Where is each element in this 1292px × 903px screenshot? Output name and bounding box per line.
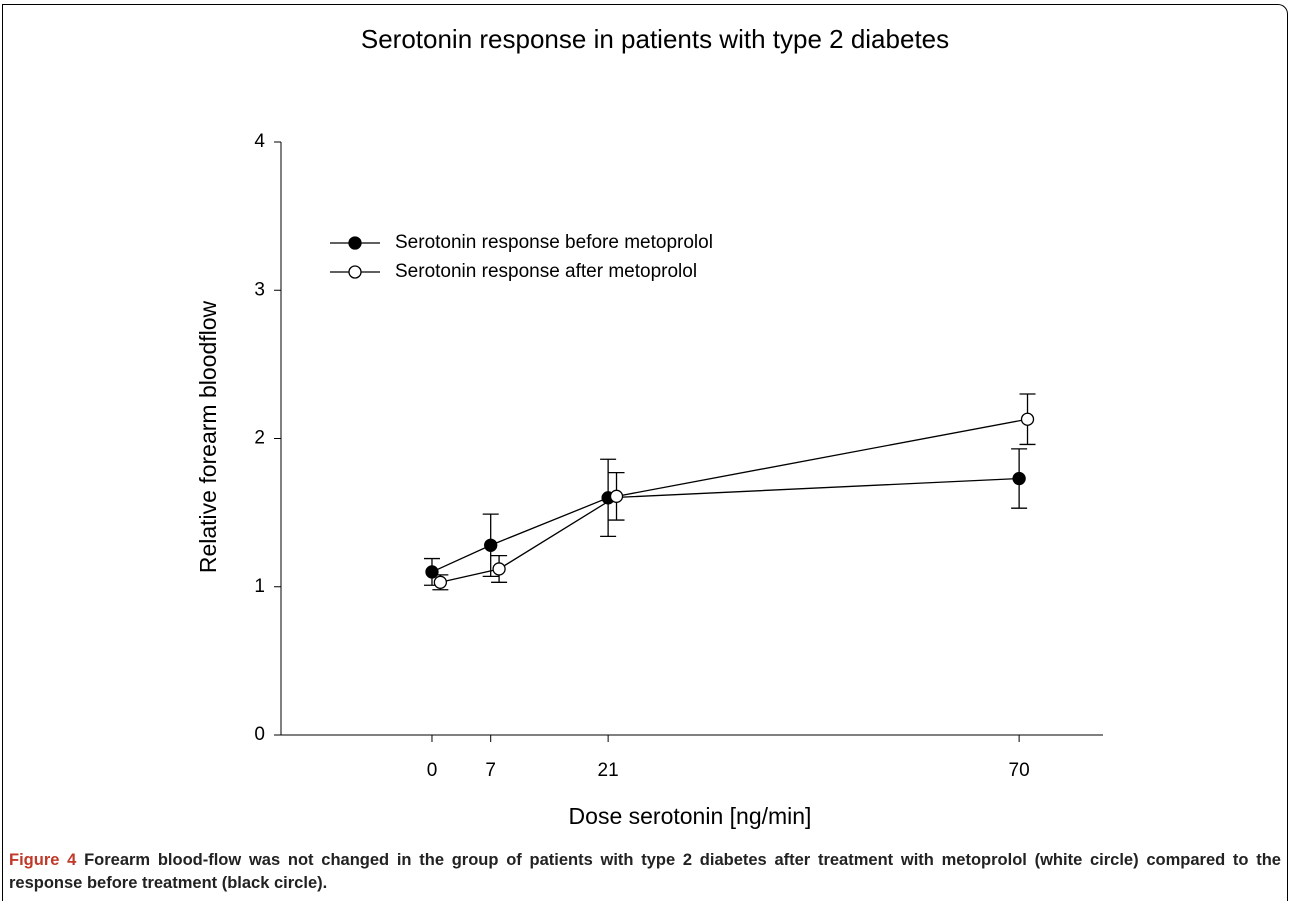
legend-label: Serotonin response after metoprolol: [395, 261, 697, 282]
x-tick-label: 21: [598, 760, 619, 781]
y-tick-label: 3: [254, 279, 265, 300]
y-axis-label: Relative forearm bloodflow: [195, 300, 221, 573]
marker: [492, 562, 506, 576]
caption-text: Forearm blood-flow was not changed in th…: [9, 851, 1281, 892]
legend-marker: [348, 265, 362, 279]
marker: [609, 489, 624, 503]
marker: [1012, 471, 1026, 486]
figure-frame: [2, 4, 1288, 901]
y-tick-label: 1: [254, 576, 265, 597]
x-axis-label: Dose serotonin [ng/min]: [569, 803, 812, 829]
marker: [425, 565, 439, 579]
caption: Figure 4 Forearm blood-flow was not chan…: [9, 849, 1281, 895]
chart-title: Serotonin response in patients with type…: [361, 24, 949, 54]
x-tick-label: 70: [1009, 760, 1030, 781]
caption-label: Figure 4: [9, 851, 77, 869]
y-tick-label: 0: [254, 724, 265, 745]
marker: [1020, 412, 1035, 426]
y-tick-label: 4: [254, 131, 265, 152]
marker: [433, 575, 448, 589]
line: [431, 477, 1020, 573]
chart: Serotonin response in patients with type…: [195, 24, 1103, 829]
legend-marker: [348, 236, 362, 250]
y-tick-label: 2: [254, 428, 265, 449]
line: [440, 418, 1028, 583]
x-tick-label: 7: [485, 760, 496, 781]
legend-label: Serotonin response before metoprolol: [395, 232, 713, 253]
x-tick-label: 0: [427, 760, 438, 781]
marker: [484, 538, 498, 552]
